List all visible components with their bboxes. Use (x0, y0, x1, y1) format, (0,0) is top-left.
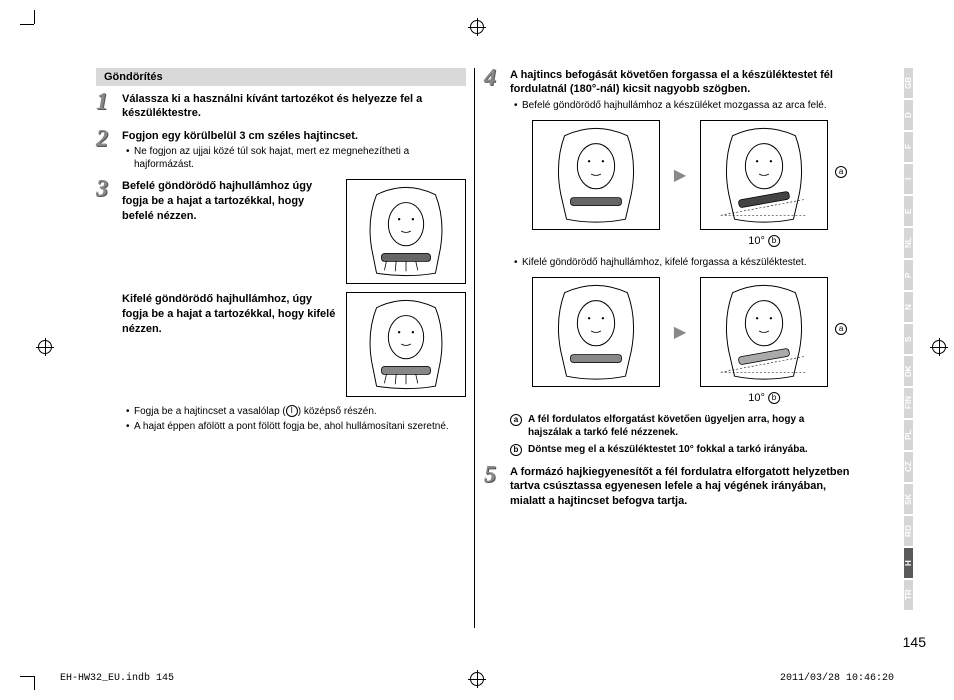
step-number: 5 (484, 463, 510, 487)
note-b: b Döntse meg el a készüléktestet 10° fok… (510, 443, 850, 457)
illustration-before (532, 277, 660, 387)
angle-value: 10° (748, 235, 765, 247)
step-title: Fogjon egy körülbelül 3 cm széles hajtin… (122, 129, 466, 143)
lang-tab-dk[interactable]: DK (904, 356, 913, 386)
right-column: 4 A hajtincs befogását követően forgassa… (484, 68, 850, 516)
step-bullet: Ne fogjon az ujjai közé túl sok hajat, m… (126, 145, 466, 171)
language-tabs: GBDFIENLPNSDK FIN PLCZSKROHTR (904, 68, 926, 612)
lang-tab-s[interactable]: S (904, 324, 913, 354)
lang-tab-f[interactable]: F (904, 132, 913, 162)
step-number: 2 (96, 127, 122, 151)
lang-tab-d[interactable]: D (904, 100, 913, 130)
note-text: A fél fordulatos elforgatást követően üg… (528, 414, 804, 439)
registration-mark-top (470, 20, 484, 34)
step-bullet: Befelé göndörödő hajhullámhoz a készülék… (514, 99, 850, 112)
step-number: 1 (96, 90, 122, 114)
lang-tab-e[interactable]: E (904, 196, 913, 226)
illustration-inward-curl (346, 179, 466, 284)
lang-tab-nl[interactable]: NL (904, 228, 913, 258)
illustration-outward-curl (346, 292, 466, 397)
step-2: 2 Fogjon egy körülbelül 3 cm széles hajt… (96, 129, 466, 173)
crop-mark-tl (20, 10, 36, 26)
lang-tab-tr[interactable]: TR (904, 580, 913, 610)
angle-label: 10° b (748, 235, 780, 247)
marker-b: b (768, 235, 780, 247)
step-5: 5 A formázó hajkiegyenesítőt a fél fordu… (484, 465, 850, 510)
left-column: Göndörítés 1 Válassza ki a használni kív… (96, 68, 466, 441)
illustration-after: a 10° b (700, 120, 828, 230)
lang-tab-cz[interactable]: CZ (904, 452, 913, 482)
lang-tab-h[interactable]: H (904, 548, 913, 578)
lang-tab-pl[interactable]: PL (904, 420, 913, 450)
page-number: 145 (903, 634, 926, 650)
lang-tab-ro[interactable]: RO (904, 516, 913, 546)
section-header: Göndörítés (96, 68, 466, 86)
step-title: Válassza ki a használni kívánt tartozéko… (122, 92, 466, 121)
column-divider (474, 68, 475, 628)
arrow-icon: ▶ (674, 165, 686, 185)
step-4: 4 A hajtincs befogását követően forgassa… (484, 68, 850, 459)
step-subtitle: Befelé göndörödő hajhullámhoz úgy fogja … (122, 179, 346, 224)
step-number: 4 (484, 66, 510, 90)
lang-tab-p[interactable]: P (904, 260, 913, 290)
arrow-icon: ▶ (674, 322, 686, 342)
lang-tab-n[interactable]: N (904, 292, 913, 322)
lang-tab-fin[interactable]: FIN (904, 388, 913, 418)
lang-tab-i[interactable]: I (904, 164, 913, 194)
registration-mark-bottom (470, 672, 484, 686)
marker-a: a (510, 414, 522, 426)
registration-mark-left (38, 340, 52, 354)
note-text: Döntse meg el a készüléktestet 10° fokka… (528, 444, 808, 455)
step-1: 1 Válassza ki a használni kívánt tartozé… (96, 92, 466, 123)
step-3: 3 Befelé göndörödő hajhullámhoz úgy fogj… (96, 179, 466, 435)
crop-mark-bl (20, 676, 36, 692)
step-subtitle: Kifelé göndörödő hajhullámhoz, úgy fogja… (122, 292, 346, 337)
step-bullet: Kifelé göndörödő hajhullámhoz, kifelé fo… (514, 256, 850, 269)
marker-a: a (835, 323, 847, 335)
lang-tab-sk[interactable]: SK (904, 484, 913, 514)
bullet-text: ) középső részén. (298, 406, 377, 417)
lang-tab-gb[interactable]: GB (904, 68, 913, 98)
step-title: A hajtincs befogását követően forgassa e… (510, 68, 850, 97)
illustration-pair-outward: ▶ a 10° (510, 277, 850, 387)
footer-timestamp: 2011/03/28 10:46:20 (780, 673, 894, 684)
page-content: Göndörítés 1 Válassza ki a használni kív… (86, 68, 854, 643)
bullet-text: Fogja be a hajtincset a vasalólap ( (134, 406, 286, 417)
step-title: A formázó hajkiegyenesítőt a fél fordula… (510, 465, 850, 508)
illustration-pair-inward: ▶ a 10° (510, 120, 850, 230)
marker-a: a (835, 166, 847, 178)
note-a: a A fél fordulatos elforgatást követően … (510, 413, 850, 440)
illustration-after: a 10° b (700, 277, 828, 387)
angle-value: 10° (748, 392, 765, 404)
footer-filename: EH-HW32_EU.indb 145 (60, 673, 174, 684)
marker-b: b (510, 444, 522, 456)
angle-label: 10° b (748, 392, 780, 404)
registration-mark-right (932, 340, 946, 354)
reference-marker: I (286, 405, 298, 417)
illustration-before (532, 120, 660, 230)
step-number: 3 (96, 177, 122, 201)
step-bullet: Fogja be a hajtincset a vasalólap (I) kö… (126, 405, 466, 418)
marker-b: b (768, 392, 780, 404)
step-bullet: A hajat éppen afölött a pont fölött fogj… (126, 420, 466, 433)
